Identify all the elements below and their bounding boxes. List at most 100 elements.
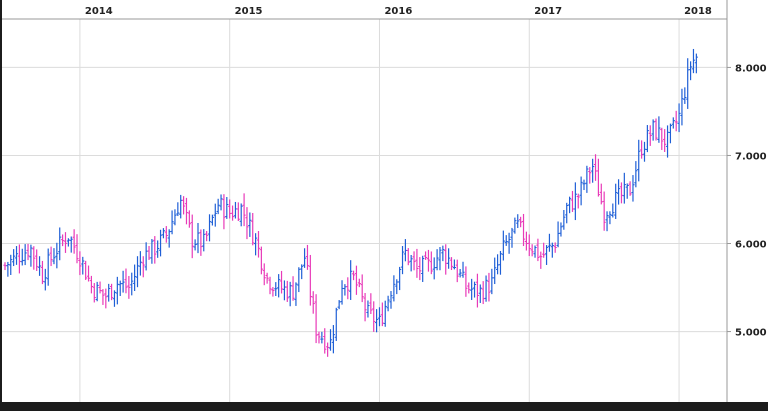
x-tick-label-2016: 2016 (384, 6, 412, 17)
price-bar (493, 257, 497, 285)
price-bar (32, 246, 36, 270)
price-bar (104, 288, 108, 309)
price-bar (513, 217, 517, 234)
price-bar (654, 118, 658, 141)
price-bar (323, 328, 327, 354)
price-bar (259, 246, 263, 275)
price-bar (216, 198, 220, 215)
price-bar (680, 88, 684, 126)
price-bar (645, 125, 649, 153)
price-bar (349, 260, 353, 300)
price-bar (380, 302, 384, 327)
price-bar (184, 197, 189, 225)
price-bar (423, 251, 428, 260)
price-bar (107, 283, 111, 302)
price-bar (279, 270, 284, 294)
price-bar (524, 231, 528, 251)
y-tick-label-5.000: 5.000 (735, 328, 767, 339)
price-bar (98, 281, 102, 294)
price-bar (441, 245, 445, 262)
price-bar (625, 183, 629, 199)
price-bar (161, 228, 166, 239)
price-bar (274, 282, 278, 297)
price-bar (115, 276, 119, 305)
y-tick-label-6.000: 6.000 (735, 240, 767, 251)
price-bar (637, 139, 641, 182)
price-bar (43, 268, 47, 291)
price-bar (222, 194, 226, 230)
price-bar (383, 300, 387, 327)
price-bar (153, 236, 157, 264)
price-bar (527, 234, 531, 257)
price-bar (498, 250, 503, 275)
price-bar (435, 249, 439, 271)
price-bar (300, 264, 304, 280)
price-bar (262, 263, 266, 286)
x-tick-label-2017: 2017 (534, 6, 562, 17)
price-bar (426, 249, 431, 272)
price-bar (593, 154, 598, 181)
price-bar (464, 266, 468, 297)
price-bars (3, 48, 698, 357)
price-bar (92, 283, 96, 303)
price-bar (550, 242, 554, 258)
price-bar (176, 202, 180, 217)
price-bar (521, 213, 526, 247)
x-tick-label-2018: 2018 (684, 6, 712, 17)
price-bar (504, 235, 508, 246)
price-bar (346, 277, 350, 300)
price-bar (409, 255, 413, 272)
price-bar (510, 227, 514, 248)
price-bar (328, 329, 333, 351)
price-bar (294, 282, 298, 306)
price-bar (591, 158, 595, 183)
price-bar (72, 229, 76, 254)
price-bar (421, 255, 425, 282)
price-bar (343, 284, 347, 296)
price-bar (674, 110, 678, 132)
price-bar (23, 244, 27, 266)
price-bar (657, 116, 661, 143)
price-bar (210, 214, 215, 226)
price-bar (412, 251, 416, 271)
price-bar (588, 167, 592, 184)
price-bar (170, 210, 174, 235)
price-bar (369, 293, 373, 315)
price-bar (461, 261, 465, 278)
price-bar (138, 251, 142, 276)
price-bar (193, 239, 197, 251)
price-bar (470, 278, 474, 300)
price-bar (562, 209, 566, 230)
price-bar (389, 291, 393, 309)
price-bar (317, 331, 321, 344)
price-bar (199, 229, 203, 256)
price-bar (308, 254, 312, 306)
price-bar (173, 209, 177, 226)
x-tick-label-2014: 2014 (85, 6, 113, 17)
price-bar (568, 196, 572, 214)
x-tick-label-2015: 2015 (235, 6, 263, 17)
price-bar (400, 246, 405, 275)
price-bar (671, 117, 675, 129)
price-bar (351, 270, 356, 281)
price-bar (484, 275, 488, 302)
grid-lines (2, 0, 727, 402)
price-bar (326, 342, 330, 357)
price-bar (230, 205, 235, 221)
price-bar (66, 238, 70, 247)
price-bar (302, 248, 307, 268)
price-bar (596, 158, 601, 197)
price-bar (490, 268, 494, 295)
left-edge-strip (0, 0, 2, 411)
price-bar (677, 103, 681, 133)
price-bar (631, 175, 635, 202)
price-bar (58, 227, 62, 261)
price-bar (622, 172, 626, 204)
price-bar (207, 214, 212, 242)
price-bar (467, 282, 471, 294)
price-bar (26, 243, 30, 261)
price-bar (124, 268, 128, 294)
price-bar (196, 222, 200, 254)
price-bar (619, 182, 624, 204)
price-bar (475, 273, 480, 308)
